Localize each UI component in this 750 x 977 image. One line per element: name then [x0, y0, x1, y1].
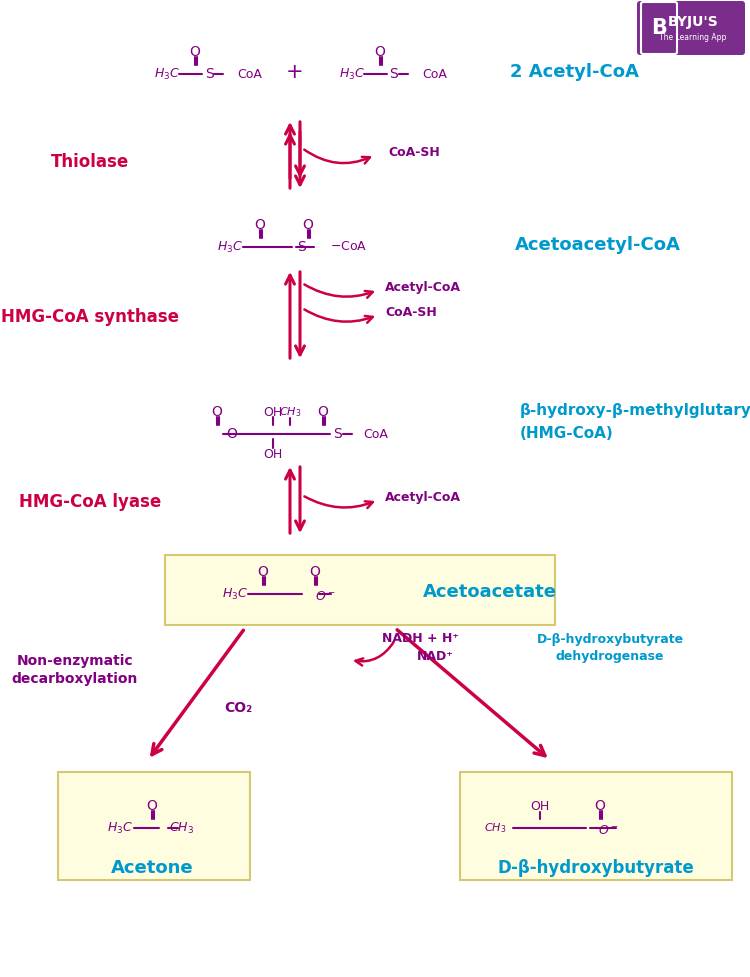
FancyBboxPatch shape: [641, 2, 677, 54]
Text: HMG-CoA synthase: HMG-CoA synthase: [1, 308, 179, 326]
Text: O: O: [211, 405, 223, 419]
Text: $CH_3$: $CH_3$: [279, 405, 302, 419]
Text: OH: OH: [530, 799, 550, 813]
Text: S: S: [298, 240, 306, 254]
FancyBboxPatch shape: [460, 772, 732, 880]
Text: Acetone: Acetone: [111, 859, 194, 877]
Text: $O^-$: $O^-$: [598, 824, 619, 836]
Text: CoA: CoA: [363, 428, 388, 441]
Text: $\mathregular{-}$CoA: $\mathregular{-}$CoA: [330, 240, 368, 253]
Text: OH: OH: [263, 405, 283, 418]
Text: $H_3C$: $H_3C$: [222, 586, 248, 602]
Text: β-hydroxy-β-methylglutaryl-CoA
(HMG-CoA): β-hydroxy-β-methylglutaryl-CoA (HMG-CoA): [520, 404, 750, 441]
Text: Acetoacetate: Acetoacetate: [423, 583, 557, 601]
Text: CoA: CoA: [422, 67, 447, 80]
Text: $CH_3$: $CH_3$: [170, 821, 194, 835]
Text: O: O: [254, 218, 266, 232]
Text: O: O: [146, 799, 158, 813]
Text: Acetyl-CoA: Acetyl-CoA: [385, 281, 461, 294]
Text: O: O: [310, 565, 320, 579]
Text: O: O: [302, 218, 313, 232]
Text: Non-enzymatic
decarboxylation: Non-enzymatic decarboxylation: [12, 654, 138, 686]
Text: CoA-SH: CoA-SH: [388, 147, 439, 159]
Text: Thiolase: Thiolase: [51, 153, 129, 171]
Text: +: +: [286, 62, 304, 82]
Text: S: S: [205, 67, 213, 81]
FancyBboxPatch shape: [58, 772, 250, 880]
Text: O: O: [595, 799, 605, 813]
Text: The Learning App: The Learning App: [659, 32, 727, 41]
Text: D-β-hydroxybutyrate: D-β-hydroxybutyrate: [498, 859, 694, 877]
Text: 2 Acetyl-CoA: 2 Acetyl-CoA: [510, 63, 639, 81]
Text: OH: OH: [263, 447, 283, 460]
Text: NAD⁺: NAD⁺: [416, 650, 454, 662]
Text: D-β-hydroxybutyrate
dehydrogenase: D-β-hydroxybutyrate dehydrogenase: [536, 633, 683, 663]
FancyBboxPatch shape: [165, 555, 555, 625]
Text: S: S: [333, 427, 341, 441]
Text: S: S: [390, 67, 398, 81]
Text: CoA-SH: CoA-SH: [385, 307, 436, 319]
FancyBboxPatch shape: [637, 1, 745, 55]
Text: Acetyl-CoA: Acetyl-CoA: [385, 491, 461, 504]
Text: NADH + H⁺: NADH + H⁺: [382, 631, 458, 645]
Text: O: O: [257, 565, 268, 579]
Text: B: B: [651, 18, 667, 38]
Text: BYJU'S: BYJU'S: [668, 15, 718, 29]
Text: $CH_3$: $CH_3$: [484, 821, 506, 835]
Text: HMG-CoA lyase: HMG-CoA lyase: [19, 493, 161, 511]
Text: O: O: [190, 45, 200, 59]
Text: $H_3C$: $H_3C$: [107, 821, 133, 835]
Text: $O^-$: $O^-$: [314, 589, 335, 603]
Text: Acetoacetyl-CoA: Acetoacetyl-CoA: [515, 236, 681, 254]
Text: $H_3C$: $H_3C$: [217, 239, 243, 255]
Text: O: O: [226, 427, 238, 441]
Text: $H_3C$: $H_3C$: [339, 66, 365, 81]
Text: O: O: [374, 45, 386, 59]
Text: CO₂: CO₂: [224, 701, 252, 715]
Text: CoA: CoA: [237, 67, 262, 80]
Text: O: O: [317, 405, 328, 419]
Text: $H_3C$: $H_3C$: [154, 66, 180, 81]
